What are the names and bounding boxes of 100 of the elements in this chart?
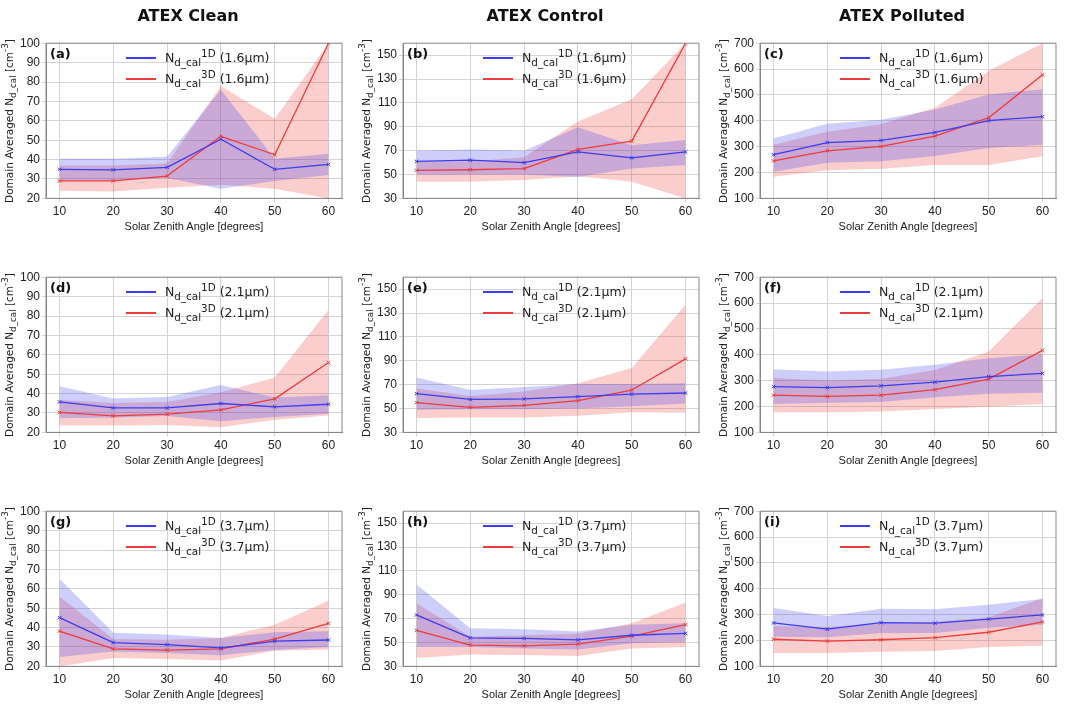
annotation: (i)	[764, 514, 781, 530]
x-tick-label: 30	[160, 437, 175, 452]
x-tick-label: 10	[52, 437, 67, 452]
x-tick-label: 50	[625, 203, 639, 218]
x-tick-label: 60	[1035, 437, 1050, 452]
y-tick-label: 110	[377, 563, 398, 578]
y-tick-label: 130	[376, 71, 398, 86]
x-axis-title: Solar Zenith Angle [degrees]	[124, 220, 264, 233]
x-axis-title: Solar Zenith Angle [degrees]	[124, 454, 264, 467]
y-tick-label: 30	[383, 658, 398, 673]
x-axis-title: Solar Zenith Angle [degrees]	[481, 688, 621, 701]
y-tick-label: 90	[26, 522, 41, 537]
y-tick-label: 80	[26, 542, 41, 557]
legend-label: N$_{d_cal}$$^{1D}$ (1.6μm)	[521, 47, 627, 69]
y-tick-label: 60	[26, 113, 41, 128]
legend-label: N$_{d_cal}$$^{3D}$ (3.7μm)	[521, 536, 627, 558]
y-tick-label: 300	[733, 372, 755, 387]
y-tick-label: 150	[376, 515, 398, 530]
y-tick-label: 600	[733, 61, 755, 76]
y-tick-label: 40	[26, 385, 41, 400]
y-tick-label: 100	[19, 269, 41, 284]
x-tick-label: 20	[106, 203, 121, 218]
y-tick-label: 300	[733, 606, 755, 621]
x-tick-label: 50	[625, 671, 639, 686]
x-axis-title: Solar Zenith Angle [degrees]	[481, 454, 621, 467]
y-tick-label: 90	[383, 353, 398, 368]
y-tick-label: 20	[26, 658, 41, 673]
y-tick-label: 70	[383, 142, 398, 157]
x-tick-label: 30	[874, 671, 889, 686]
y-tick-label: 600	[733, 295, 755, 310]
y-tick-label: 200	[733, 632, 755, 647]
x-tick-label: 60	[678, 437, 693, 452]
chart-title: ATEX Polluted	[838, 6, 966, 25]
x-tick-label: 30	[874, 203, 889, 218]
y-tick-label: 30	[26, 171, 41, 186]
x-axis-title: Solar Zenith Angle [degrees]	[838, 688, 978, 701]
x-tick-label: 10	[52, 203, 67, 218]
x-tick-label: 10	[409, 437, 424, 452]
x-tick-label: 40	[928, 437, 942, 452]
y-tick-label: 50	[383, 634, 398, 649]
annotation: (c)	[764, 46, 784, 62]
y-tick-label: 50	[26, 600, 41, 615]
x-tick-label: 60	[1035, 203, 1050, 218]
y-tick-label: 200	[733, 398, 755, 413]
annotation: (b)	[407, 46, 429, 62]
x-tick-label: 20	[106, 437, 121, 452]
y-tick-label: 50	[383, 400, 398, 415]
x-tick-label: 60	[321, 203, 336, 218]
x-tick-label: 20	[106, 671, 121, 686]
legend-label: N$_{d_cal}$$^{3D}$ (1.6μm)	[878, 68, 984, 90]
x-tick-label: 20	[820, 437, 835, 452]
annotation: (g)	[50, 514, 72, 530]
x-tick-label: 30	[160, 671, 175, 686]
y-tick-label: 70	[383, 376, 398, 391]
legend-label: N$_{d_cal}$$^{3D}$ (2.1μm)	[521, 302, 627, 324]
x-tick-label: 10	[409, 671, 424, 686]
legend-label: N$_{d_cal}$$^{3D}$ (1.6μm)	[164, 68, 270, 90]
x-tick-label: 20	[820, 203, 835, 218]
x-tick-label: 60	[1035, 671, 1050, 686]
legend-label: N$_{d_cal}$$^{1D}$ (1.6μm)	[878, 47, 984, 69]
x-tick-label: 50	[268, 437, 282, 452]
y-tick-label: 40	[26, 151, 41, 166]
x-tick-label: 30	[517, 671, 532, 686]
x-tick-label: 10	[409, 203, 424, 218]
x-tick-label: 20	[463, 671, 478, 686]
y-tick-label: 400	[733, 581, 755, 596]
x-tick-label: 20	[820, 671, 835, 686]
legend-label: N$_{d_cal}$$^{1D}$ (2.1μm)	[521, 281, 627, 303]
x-tick-label: 50	[982, 437, 996, 452]
y-tick-label: 60	[26, 581, 41, 596]
x-tick-label: 40	[928, 671, 942, 686]
legend-label: N$_{d_cal}$$^{1D}$ (3.7μm)	[878, 515, 984, 537]
x-tick-label: 20	[463, 437, 478, 452]
legend-label: N$_{d_cal}$$^{3D}$ (3.7μm)	[164, 536, 270, 558]
y-tick-label: 100	[733, 424, 755, 439]
annotation: (e)	[407, 280, 428, 296]
chart-title: ATEX Clean	[136, 6, 240, 25]
y-tick-label: 700	[733, 269, 755, 284]
y-tick-label: 30	[26, 405, 41, 420]
y-tick-label: 500	[733, 321, 755, 336]
x-tick-label: 40	[928, 203, 942, 218]
legend-label: N$_{d_cal}$$^{1D}$ (1.6μm)	[164, 47, 270, 69]
y-tick-label: 30	[383, 190, 398, 205]
y-tick-label: 500	[733, 87, 755, 102]
y-tick-label: 30	[383, 424, 398, 439]
legend-label: N$_{d_cal}$$^{1D}$ (2.1μm)	[878, 281, 984, 303]
y-tick-label: 60	[26, 347, 41, 362]
x-tick-label: 40	[571, 203, 585, 218]
y-tick-label: 100	[19, 503, 41, 518]
y-tick-label: 80	[26, 74, 41, 89]
legend-label: N$_{d_cal}$$^{3D}$ (3.7μm)	[878, 536, 984, 558]
y-tick-label: 20	[26, 190, 41, 205]
legend-label: N$_{d_cal}$$^{1D}$ (3.7μm)	[164, 515, 270, 537]
legend-label: N$_{d_cal}$$^{3D}$ (1.6μm)	[521, 68, 627, 90]
x-tick-label: 40	[571, 671, 585, 686]
x-tick-label: 10	[766, 671, 781, 686]
legend-label: N$_{d_cal}$$^{3D}$ (2.1μm)	[164, 302, 270, 324]
x-axis-title: Solar Zenith Angle [degrees]	[481, 220, 621, 233]
y-tick-label: 70	[26, 327, 41, 342]
y-tick-label: 90	[383, 587, 398, 602]
